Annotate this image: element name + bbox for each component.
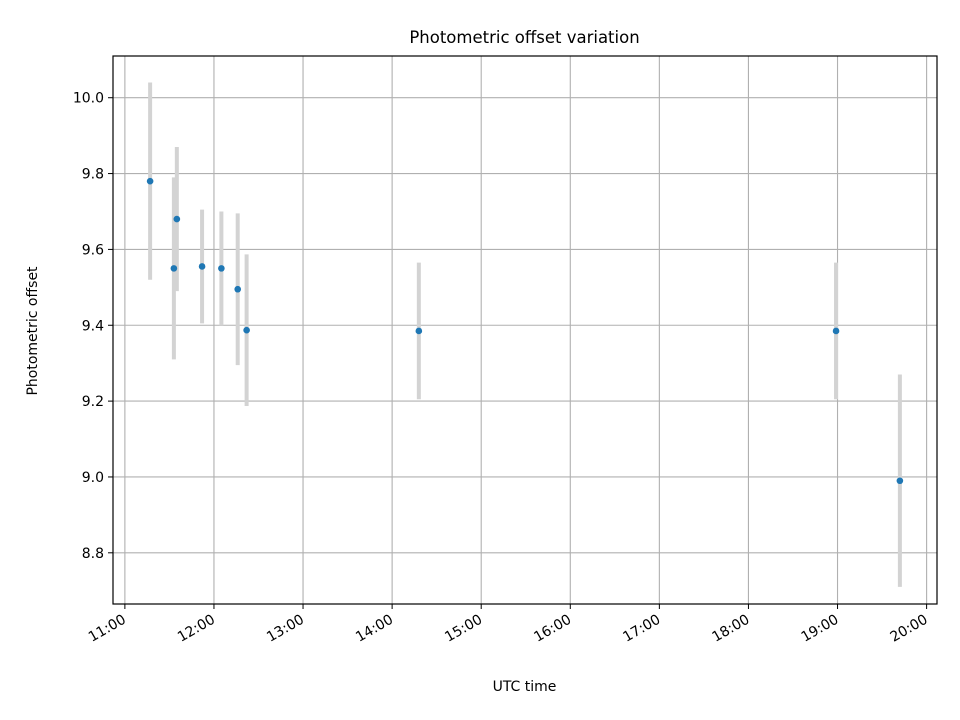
data-point — [198, 263, 206, 270]
data-point — [832, 327, 840, 335]
y-tick-label: 8.8 — [82, 546, 104, 562]
data-point — [170, 265, 178, 272]
x-tick-label: 14:00 — [353, 612, 396, 646]
data-point — [146, 177, 154, 185]
x-tick-label: 20:00 — [888, 612, 931, 646]
y-tick-label: 9.4 — [82, 318, 104, 334]
x-tick-label: 12:00 — [175, 612, 218, 646]
data-point — [234, 285, 242, 293]
x-tick-label: 13:00 — [264, 612, 307, 646]
x-tick-label: 19:00 — [799, 612, 842, 646]
y-tick-label: 9.8 — [82, 167, 104, 183]
x-axis-label: UTC time — [493, 679, 557, 695]
x-tick-label: 16:00 — [531, 612, 574, 646]
x-tick-label: 18:00 — [709, 612, 752, 646]
y-tick-label: 9.6 — [82, 242, 104, 258]
x-tick-label: 17:00 — [620, 612, 663, 646]
y-tick-label: 9.2 — [82, 394, 104, 410]
data-point — [896, 477, 904, 485]
y-tick-label: 10.0 — [73, 91, 104, 107]
data-point — [218, 265, 225, 272]
data-point — [243, 326, 250, 334]
plot-frame — [112, 55, 938, 605]
y-tick-label: 9.0 — [82, 470, 104, 486]
data-point — [173, 215, 181, 223]
x-tick-label: 11:00 — [86, 612, 129, 646]
data-point — [415, 327, 423, 335]
x-tick-label: 15:00 — [442, 612, 485, 646]
chart-title: Photometric offset variation — [409, 28, 639, 47]
y-axis-label: Photometric offset — [25, 266, 41, 396]
